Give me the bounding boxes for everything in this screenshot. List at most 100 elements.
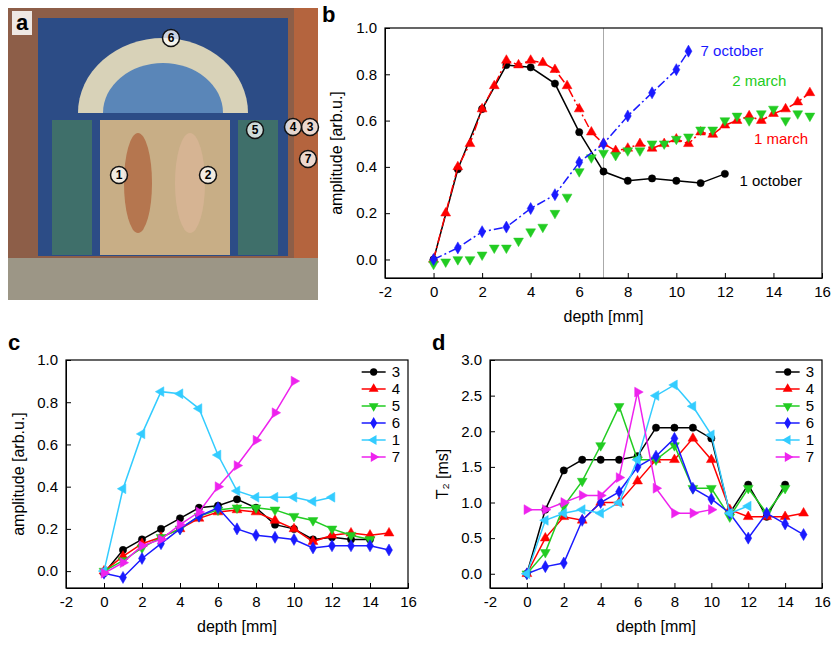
- data-point: [576, 129, 583, 136]
- data-point: [441, 207, 451, 216]
- data-point: [561, 498, 570, 508]
- marker-label: 2: [205, 168, 212, 182]
- y-tick-mark: [66, 529, 71, 530]
- data-point: [551, 80, 558, 87]
- x-tick-mark: [674, 583, 675, 588]
- data-point: [501, 55, 511, 64]
- series-line: [104, 510, 389, 571]
- y-tick: 0.4: [356, 158, 390, 175]
- data-point: [348, 540, 355, 552]
- x-tick-mark: [142, 583, 143, 588]
- marker-label: 3: [307, 120, 314, 134]
- y-tick-label: 2.5: [461, 387, 482, 404]
- x-axis-line: [491, 588, 823, 589]
- x-tick-label: 8: [624, 283, 632, 300]
- photo-marker: 5: [247, 122, 264, 139]
- series-line: [527, 428, 785, 574]
- legend-label: 7: [806, 448, 814, 465]
- data-point: [743, 511, 753, 520]
- series-line: [527, 385, 748, 574]
- data-point: [231, 486, 240, 496]
- y-tick-mark: [490, 431, 495, 432]
- legend-label: 1: [806, 431, 814, 448]
- data-point: [562, 194, 572, 203]
- data-point: [652, 424, 659, 431]
- y-tick-mark: [490, 360, 495, 361]
- data-point: [215, 482, 224, 492]
- y-tick: 1.5: [461, 458, 495, 475]
- data-point: [579, 456, 586, 463]
- data-point: [745, 532, 752, 544]
- x-tick: 4: [176, 583, 184, 610]
- data-point: [599, 150, 609, 159]
- label-patch: [730, 71, 788, 90]
- x-tick-label: 0: [100, 593, 108, 610]
- x-tick: 8: [252, 583, 260, 610]
- data-point: [232, 505, 242, 514]
- x-tick-label: 16: [814, 593, 831, 610]
- legend-label: 2 march: [732, 72, 786, 89]
- x-tick-label: 16: [814, 283, 831, 300]
- data-point: [671, 424, 678, 431]
- legend-item: 6: [776, 414, 814, 431]
- data-point: [540, 550, 550, 559]
- data-point: [550, 210, 560, 219]
- plot-marks: [521, 380, 808, 580]
- data-point: [586, 126, 596, 135]
- y-tick-mark: [66, 444, 71, 445]
- data-point: [706, 430, 715, 440]
- y-tick-label: 3.0: [461, 351, 482, 368]
- data-point: [689, 424, 696, 431]
- data-point: [120, 558, 129, 568]
- y-axis-line: [490, 361, 491, 589]
- x-tick: 6: [576, 273, 584, 300]
- x-tick-label: 4: [597, 593, 605, 610]
- data-point: [669, 380, 678, 390]
- marker-label: 7: [305, 152, 312, 166]
- legend-label: 7 october: [701, 42, 764, 59]
- x-tick: 14: [766, 273, 783, 300]
- x-tick-mark: [482, 273, 483, 278]
- data-point: [234, 523, 241, 535]
- y-tick-label: 1.0: [461, 494, 482, 511]
- x-tick-mark: [579, 273, 580, 278]
- data-point: [196, 507, 205, 517]
- panel-letter: c: [8, 330, 20, 355]
- inline-label: 1 march: [752, 129, 810, 148]
- data-point: [743, 485, 753, 494]
- y-tick-label: 1.0: [356, 19, 377, 36]
- y-tick: 0.5: [461, 529, 495, 546]
- legend-item: 4: [362, 380, 400, 397]
- data-point: [562, 80, 572, 89]
- data-point: [454, 242, 461, 254]
- y-tick: 0.8: [356, 66, 390, 83]
- y-tick: 0.8: [37, 394, 71, 411]
- x-tick-label: 2: [560, 593, 568, 610]
- y-tick-label: 0.4: [356, 158, 377, 175]
- series-line: [527, 392, 711, 513]
- legend: 345617: [776, 363, 814, 465]
- marker-circle: [163, 30, 180, 47]
- y-tick: 3.0: [461, 351, 495, 368]
- data-point: [600, 138, 607, 150]
- data-point: [756, 111, 766, 120]
- data-point: [597, 456, 604, 463]
- data-point: [579, 514, 586, 526]
- x-tick-label: 10: [668, 283, 685, 300]
- plot-marks: [98, 376, 394, 583]
- y-axis: 0.00.20.40.60.81.0: [37, 351, 71, 588]
- legend-label: 7: [392, 448, 400, 465]
- series-line: [104, 499, 370, 573]
- x-tick: 10: [703, 583, 720, 610]
- data-point: [671, 432, 678, 444]
- y-tick-label: 1.5: [461, 458, 482, 475]
- y-tick-mark: [66, 360, 71, 361]
- data-point: [611, 152, 621, 161]
- y-tick-label: 0.0: [37, 562, 58, 579]
- data-point: [763, 507, 770, 519]
- y-axis-line: [385, 29, 386, 279]
- photo-marker: 4: [285, 119, 302, 136]
- y-tick: 1.0: [37, 351, 71, 368]
- legend-marker: [784, 368, 791, 375]
- x-tick-mark: [434, 273, 435, 278]
